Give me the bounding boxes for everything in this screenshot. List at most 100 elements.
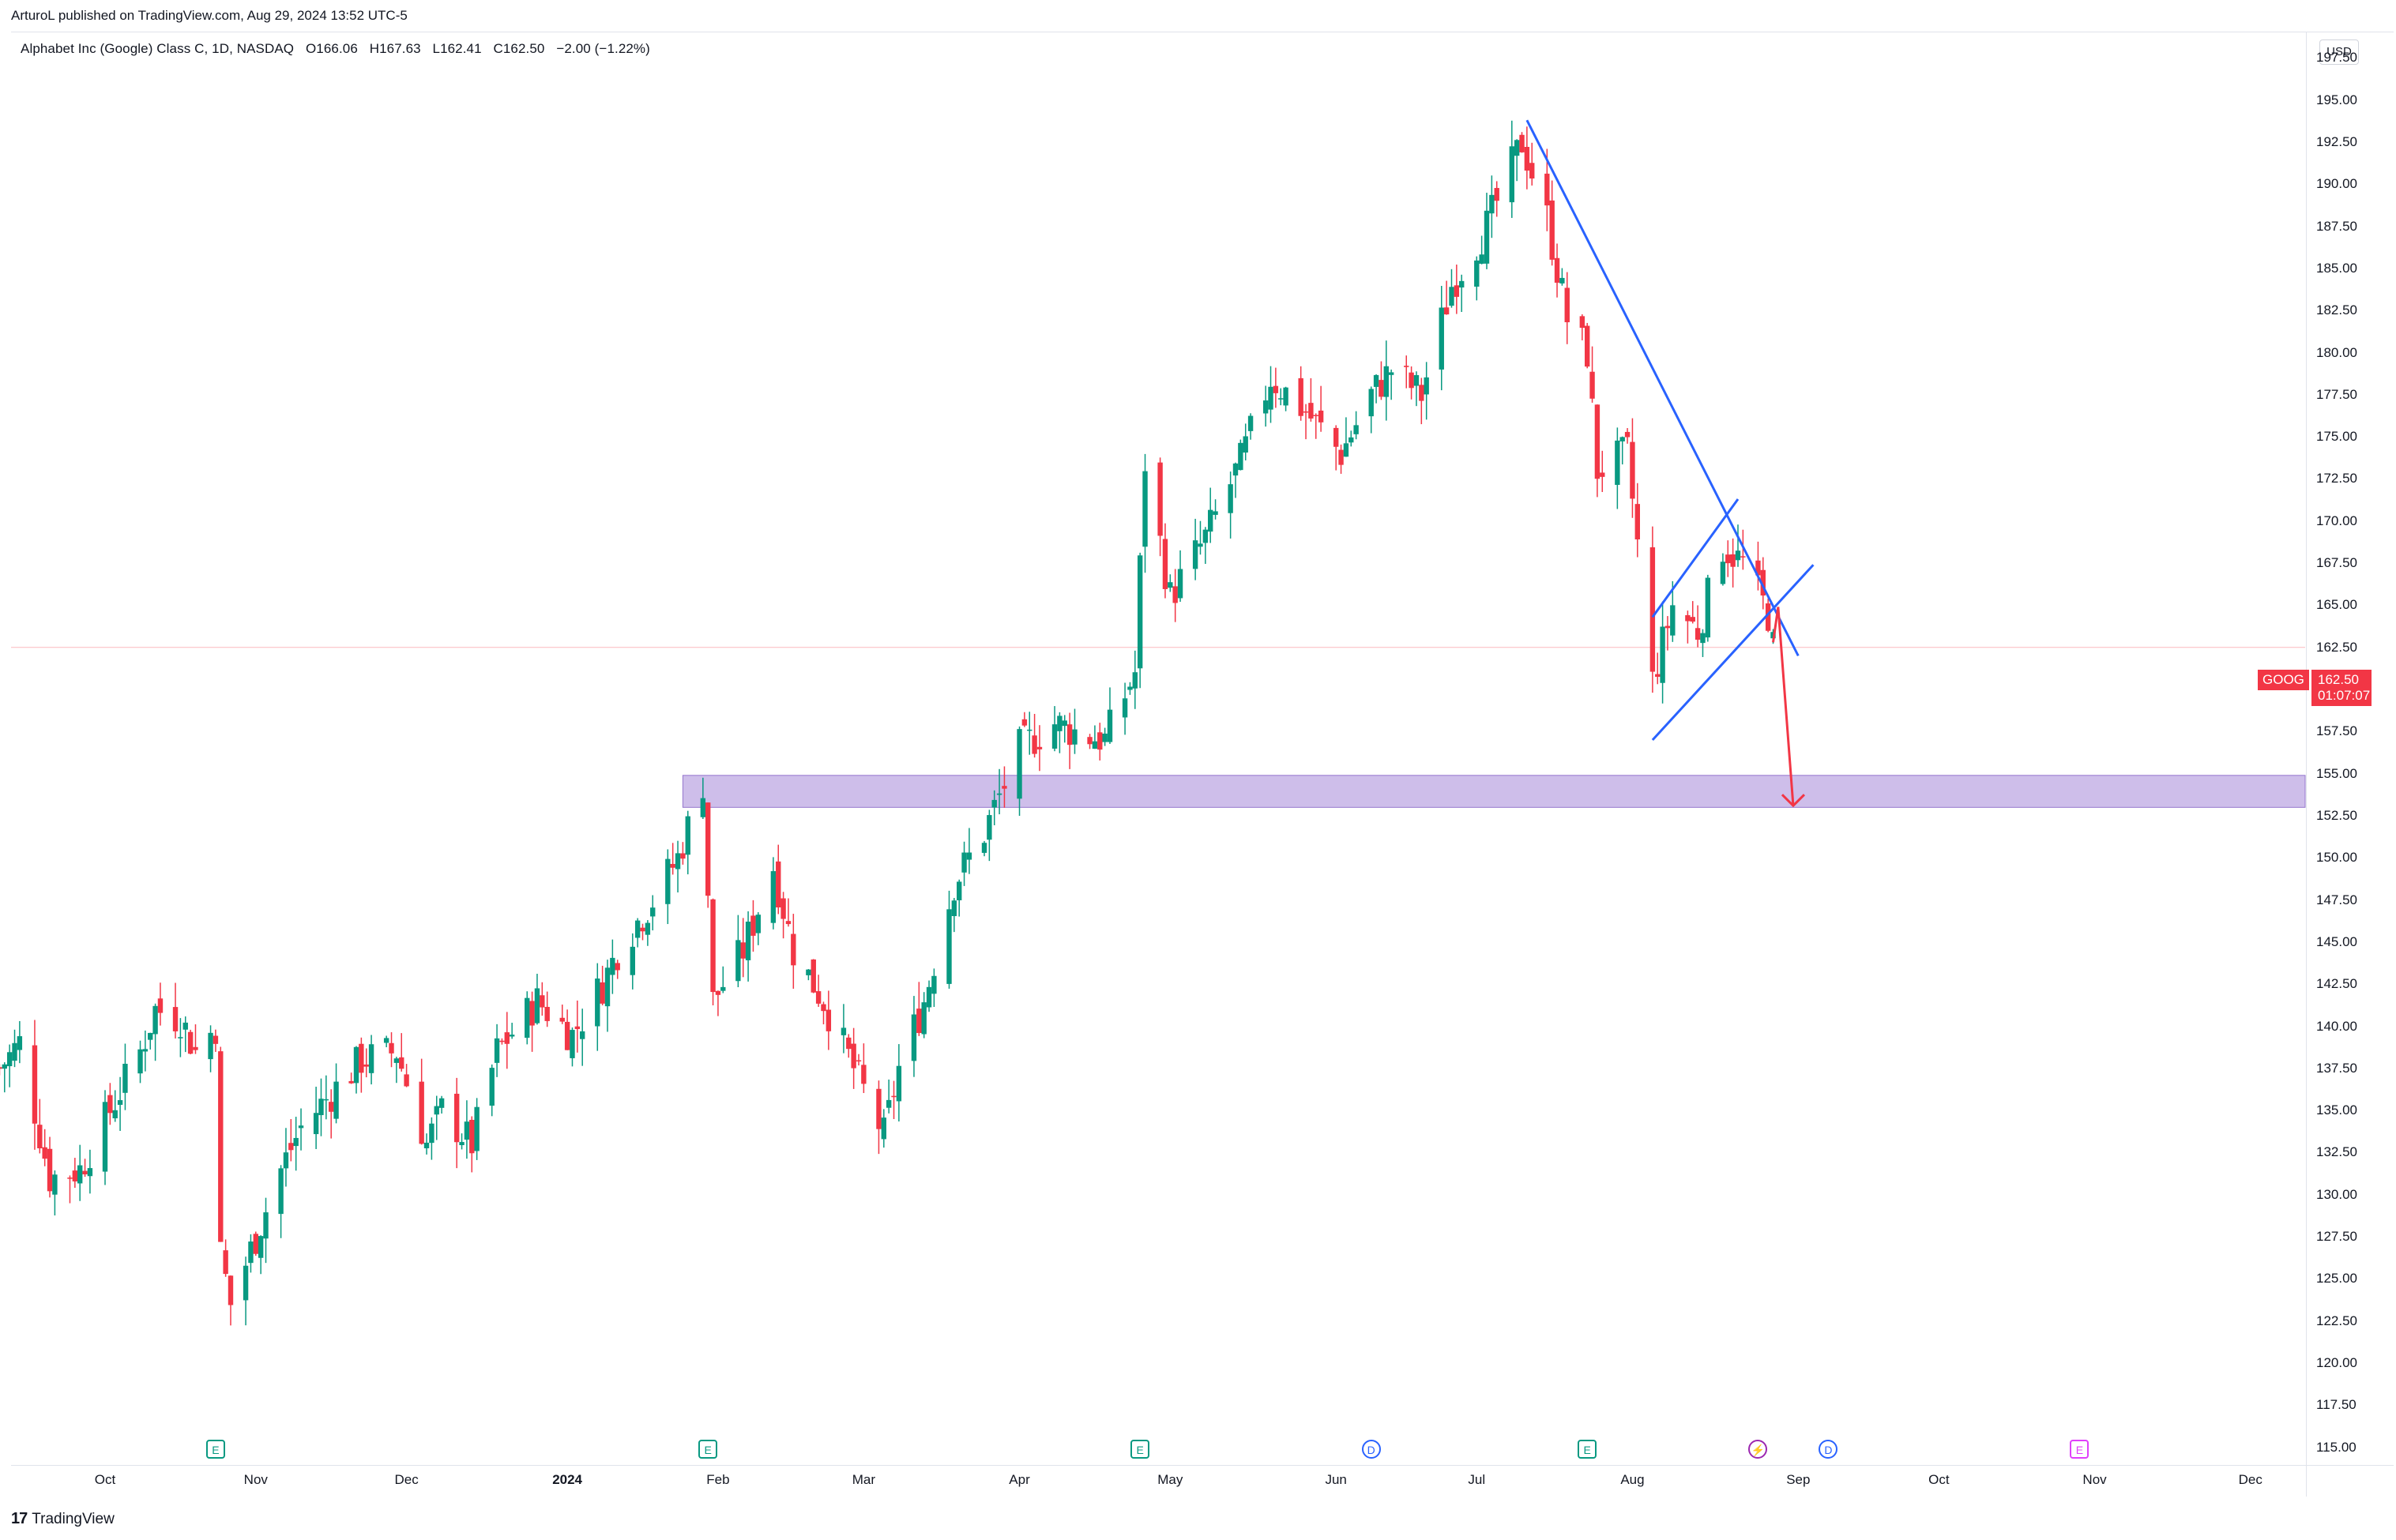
support-zone <box>682 775 2306 808</box>
candle-body <box>715 990 721 995</box>
candle-body <box>1735 550 1741 561</box>
currency-button[interactable]: USD <box>2319 39 2359 65</box>
candle-body <box>966 852 972 860</box>
candle-body <box>1268 386 1273 410</box>
candle-body <box>1655 674 1661 678</box>
candle-body <box>72 1170 78 1181</box>
candle-body <box>1725 554 1731 564</box>
candle-body <box>1484 210 1490 264</box>
candle-body <box>1439 307 1444 370</box>
symbol-title[interactable]: Alphabet Inc (Google) Class C, 1D, NASDA… <box>21 41 295 56</box>
price-tick-label: 120.00 <box>2316 1355 2357 1371</box>
candle-body <box>474 1106 480 1151</box>
dividend-event-icon[interactable]: D <box>1819 1440 1838 1459</box>
candle-body <box>288 1143 294 1151</box>
price-tick-label: 187.50 <box>2316 218 2357 234</box>
earnings-event-icon[interactable]: E <box>1578 1440 1597 1459</box>
time-tick-label: Nov <box>2082 1472 2107 1487</box>
time-scale-border <box>11 1465 2394 1466</box>
candle-body <box>1409 372 1414 389</box>
candle-body <box>791 933 796 966</box>
earnings-event-icon[interactable]: E <box>2070 1440 2089 1459</box>
candle-body <box>1379 380 1384 397</box>
candle-body <box>333 1081 339 1119</box>
candle-body <box>1494 188 1499 201</box>
ohlc-close: C162.50 <box>493 41 545 56</box>
dividend-event-icon[interactable]: D <box>1361 1440 1381 1459</box>
candle-body <box>419 1081 424 1144</box>
candle-body <box>1036 746 1043 749</box>
candle-body <box>359 1043 364 1073</box>
candle-body <box>1634 504 1640 539</box>
candle-body <box>208 1032 213 1060</box>
candle-body <box>891 1095 897 1098</box>
price-tick-label: 147.50 <box>2316 892 2357 907</box>
price-tick-label: 195.00 <box>2316 92 2357 107</box>
time-tick-label: Oct <box>94 1472 116 1487</box>
candle-body <box>981 843 987 853</box>
tradingview-logo-icon: 17 <box>11 1510 28 1527</box>
split-event-icon[interactable]: ⚡ <box>1748 1440 1768 1459</box>
candle-body <box>102 1102 108 1172</box>
ohlc-low: L162.41 <box>432 41 482 56</box>
candle-body <box>1700 633 1706 644</box>
publisher-info: ArturoL published on TradingView.com, Au… <box>11 8 408 23</box>
candle-body <box>263 1212 269 1239</box>
candle-body <box>1594 404 1600 479</box>
brand-name: TradingView <box>32 1510 115 1527</box>
candle-body <box>615 963 620 971</box>
candle-body <box>1579 316 1585 329</box>
candle-body <box>1489 194 1495 214</box>
candle-body <box>841 1027 847 1035</box>
candle-body <box>429 1123 434 1144</box>
earnings-event-icon[interactable]: E <box>205 1440 225 1459</box>
candle-body <box>459 1142 465 1145</box>
time-tick-label: Jun <box>1325 1472 1347 1487</box>
price-tick-label: 182.50 <box>2316 302 2357 318</box>
candle-body <box>991 799 997 808</box>
candle-body <box>580 1031 585 1039</box>
candle-body <box>1202 529 1209 543</box>
candle-body <box>383 1038 389 1043</box>
candle-body <box>1243 436 1248 453</box>
symbol-price-tag: GOOG <box>2258 670 2309 690</box>
candle-body <box>178 1037 183 1039</box>
candle-body <box>957 881 962 900</box>
earnings-event-icon[interactable]: E <box>698 1440 718 1459</box>
candle-body <box>32 1045 38 1124</box>
candle-body <box>67 1178 73 1179</box>
candle-body <box>1454 285 1460 297</box>
candle-body <box>47 1148 53 1192</box>
candle-body <box>223 1250 228 1275</box>
candle-body <box>1564 287 1570 323</box>
candle-body <box>1649 547 1656 672</box>
candle-body <box>293 1137 299 1147</box>
candle-body <box>283 1152 289 1169</box>
candle-body <box>1313 415 1318 416</box>
candle-body <box>630 946 635 975</box>
candle-body <box>187 1031 194 1054</box>
candle-body <box>1348 437 1354 443</box>
candle-body <box>494 1038 500 1063</box>
price-tick-label: 172.50 <box>2316 471 2357 486</box>
price-tick-label: 140.00 <box>2316 1018 2357 1034</box>
last-price: 162.50 <box>2318 672 2359 687</box>
candle-body <box>399 1057 404 1069</box>
candle-body <box>1670 605 1676 636</box>
candle-body <box>886 1099 892 1108</box>
candle-body <box>1514 140 1520 156</box>
tradingview-brand[interactable]: 17 TradingView <box>11 1510 115 1528</box>
candle-body <box>1051 724 1058 749</box>
candle-body <box>1172 586 1178 603</box>
candle-body <box>876 1088 882 1129</box>
candle-body <box>896 1065 902 1102</box>
price-tick-label: 137.50 <box>2316 1060 2357 1076</box>
candle-body <box>464 1121 470 1140</box>
candle-body <box>353 1046 359 1084</box>
candle-body <box>1479 254 1484 264</box>
candle-body <box>182 1022 188 1030</box>
price-tick-label: 192.50 <box>2316 133 2357 149</box>
earnings-event-icon[interactable]: E <box>1130 1440 1150 1459</box>
candle-body <box>921 1002 927 1035</box>
